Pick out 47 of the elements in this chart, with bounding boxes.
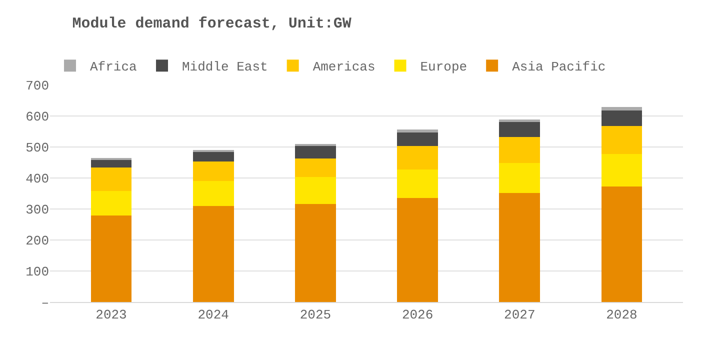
x-tick-label: 2026 <box>402 308 434 323</box>
legend-label: Middle East <box>182 60 268 75</box>
bar <box>499 120 540 122</box>
y-tick-label: 500 <box>26 140 49 156</box>
bar <box>90 159 132 168</box>
bar <box>601 107 642 111</box>
bar <box>601 154 642 187</box>
bar <box>397 198 438 302</box>
bar <box>601 110 642 126</box>
bar <box>295 158 336 178</box>
bar <box>499 162 540 194</box>
bar <box>601 126 642 154</box>
y-tick-label: 600 <box>26 110 49 125</box>
bar <box>90 167 132 192</box>
bar <box>601 186 642 302</box>
x-tick-label: 2028 <box>606 308 638 323</box>
bar <box>90 191 132 216</box>
y-tick-label: 300 <box>26 202 49 218</box>
x-tick-label: 2023 <box>96 308 127 323</box>
bar <box>499 193 540 302</box>
bar <box>397 146 438 170</box>
y-tick-label: 100 <box>26 264 49 280</box>
bar <box>192 180 234 206</box>
legend-label: Africa <box>90 60 138 75</box>
bar <box>397 170 438 198</box>
bar <box>295 204 336 302</box>
x-tick-label: 2025 <box>300 308 332 323</box>
legend-label: Americas <box>312 60 376 75</box>
bar <box>499 122 540 138</box>
y-tick-label: 700 <box>26 78 49 94</box>
bar <box>192 152 234 162</box>
bar <box>499 137 540 163</box>
bar <box>295 146 336 158</box>
legend-label: Asia Pacific <box>512 60 606 75</box>
chart-title: Module demand forecast, Unit:GW <box>72 16 352 33</box>
bar <box>397 132 438 146</box>
y-tick-label: 200 <box>26 234 49 249</box>
bar <box>90 216 132 302</box>
bar <box>192 162 234 181</box>
bar <box>397 129 438 132</box>
x-tick-label: 2027 <box>504 308 536 323</box>
bar <box>192 206 234 302</box>
y-tick-label: – <box>41 296 49 311</box>
x-tick-label: 2024 <box>198 308 230 323</box>
legend-label: Europe <box>420 60 468 75</box>
bar <box>295 177 336 204</box>
y-tick-label: 400 <box>26 172 49 187</box>
